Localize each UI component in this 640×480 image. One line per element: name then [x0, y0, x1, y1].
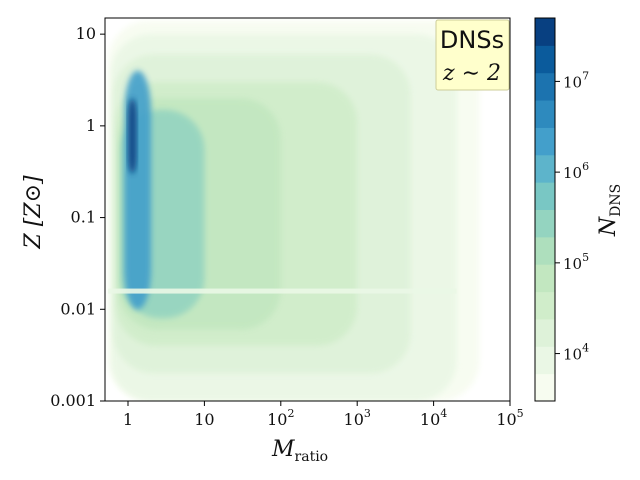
colorbar-ticks: 104 105 106 107 — [555, 69, 589, 364]
colorbar-band-2 — [535, 318, 555, 347]
x-axis-ticks: 1 10 102 103 104 105 — [123, 401, 524, 429]
annotation-line-2: z ∼ 2 — [442, 61, 501, 86]
colorbar-band-8 — [535, 154, 555, 183]
colorbar-tick-label-0: 104 — [563, 342, 589, 364]
colorbar-tick-label-2: 106 — [563, 160, 589, 182]
x-tick-label-0: 1 — [123, 410, 133, 429]
annotation-box: DNSs z ∼ 2 — [435, 19, 510, 91]
y-axis-label: Z [Z⊙] — [21, 175, 46, 250]
colorbar-frame — [534, 17, 556, 402]
annotation-background — [435, 19, 510, 91]
colorbar-band-3 — [535, 291, 555, 320]
x-tick-label-3: 103 — [344, 407, 371, 429]
colorbar-tick-label-3: 107 — [563, 69, 589, 91]
y-tick-label-1: 1 — [86, 116, 96, 135]
x-axis-label-sub: ratio — [295, 449, 329, 465]
y-tick-label-4: 0.001 — [50, 391, 96, 410]
x-tick-label-2: 102 — [267, 407, 294, 429]
colorbar-band-7 — [535, 182, 555, 210]
density-region-7 — [127, 98, 137, 174]
colorbar-band-11 — [535, 72, 555, 101]
colorbar-band-6 — [535, 209, 555, 238]
density-break-band — [108, 288, 457, 294]
colorbar-band-0 — [535, 373, 555, 402]
density-region-6 — [124, 70, 151, 310]
colorbar — [535, 18, 555, 402]
density-layer — [108, 20, 480, 401]
x-tick-label-1: 10 — [194, 410, 214, 429]
plot-frame — [104, 17, 511, 402]
colorbar-band-5 — [535, 236, 555, 265]
annotation-line-1: DNSs — [440, 26, 504, 54]
y-tick-label-0: 10 — [76, 24, 96, 43]
x-axis-label: Mratio — [271, 437, 328, 465]
y-axis-ticks: 10 1 0.1 0.01 0.001 — [50, 24, 105, 410]
colorbar-label: NDNS — [596, 184, 624, 237]
colorbar-band-13 — [535, 18, 555, 46]
colorbar-band-9 — [535, 127, 555, 156]
colorbar-label-main: N — [596, 216, 621, 237]
colorbar-band-1 — [535, 346, 555, 375]
colorbar-band-10 — [535, 100, 555, 128]
colorbar-band-4 — [535, 264, 555, 293]
x-axis-label-main: M — [271, 437, 295, 462]
colorbar-label-sub: DNS — [608, 184, 624, 217]
y-tick-label-2: 0.1 — [71, 208, 96, 227]
colorbar-tick-label-1: 105 — [563, 251, 589, 273]
x-tick-label-4: 104 — [420, 407, 447, 429]
colorbar-band-12 — [535, 45, 555, 74]
x-tick-label-5: 105 — [496, 407, 523, 429]
y-tick-label-3: 0.01 — [60, 299, 96, 318]
